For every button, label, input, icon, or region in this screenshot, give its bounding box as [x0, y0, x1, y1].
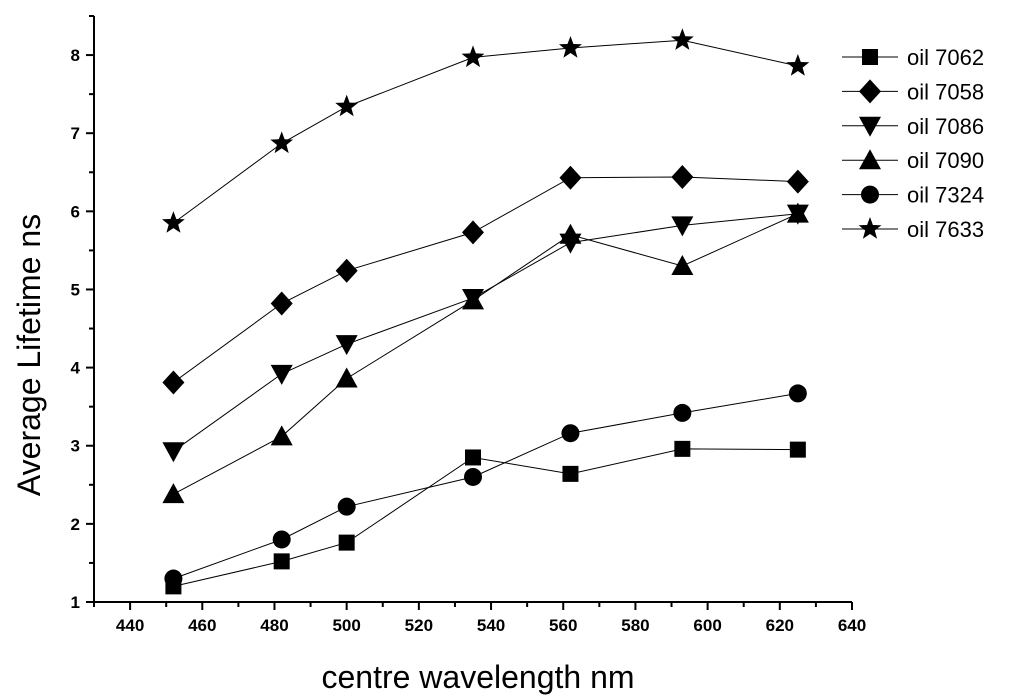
x-tick-label: 540	[477, 616, 505, 635]
y-axis-ticks: 1 2 3 4 5 6 7 8	[71, 15, 94, 612]
legend-item: oil 7633	[842, 217, 984, 242]
x-tick-label: 440	[116, 616, 144, 635]
series-oil-7090	[162, 202, 809, 504]
x-tick-label: 460	[188, 616, 216, 635]
data-point-triangle-down	[335, 335, 358, 356]
y-tick-label: 2	[71, 515, 80, 534]
legend-item: oil 7090	[842, 148, 984, 173]
data-point-circle	[272, 530, 291, 549]
data-point-circle	[337, 497, 356, 516]
series-line	[173, 213, 799, 495]
legend-label: oil 7086	[907, 114, 984, 139]
x-tick-label: 640	[838, 616, 866, 635]
data-point-triangle-up	[786, 202, 809, 223]
x-tick-label: 620	[766, 616, 794, 635]
series-oil-7062	[165, 440, 806, 595]
y-tick-label: 8	[71, 46, 80, 65]
legend-label: oil 7062	[907, 45, 984, 70]
plot-area	[162, 28, 810, 595]
x-tick-label: 500	[332, 616, 360, 635]
data-point-star	[162, 211, 185, 233]
data-point-square	[562, 465, 579, 482]
data-point-diamond	[671, 164, 694, 189]
x-axis-ticks: 440 460 480 500 520 540 560 580 600 620 640	[93, 602, 866, 635]
data-point-triangle-up	[462, 289, 484, 310]
data-point-square	[338, 534, 355, 551]
legend-item: oil 7086	[842, 114, 984, 139]
x-tick-label: 520	[405, 616, 433, 635]
y-tick-label: 6	[71, 202, 80, 221]
legend-label: oil 7058	[907, 79, 984, 104]
x-tick-label: 480	[260, 616, 288, 635]
data-point-triangle-down	[162, 442, 185, 463]
y-tick-label: 5	[71, 280, 80, 299]
series-line	[173, 39, 799, 224]
data-point-diamond	[162, 370, 185, 395]
series-line	[173, 392, 798, 580]
y-tick-label: 7	[71, 124, 80, 143]
data-point-circle	[164, 569, 183, 588]
data-point-star	[335, 94, 359, 117]
data-point-star	[786, 54, 810, 76]
legend-item: oil 7062	[842, 45, 984, 70]
data-point-triangle-up	[559, 223, 582, 244]
data-point-circle	[561, 424, 580, 443]
axes	[93, 16, 852, 603]
legend-marker-square	[862, 49, 878, 65]
data-point-star	[461, 45, 485, 68]
data-point-star	[670, 28, 694, 50]
data-point-diamond	[462, 220, 484, 245]
x-tick-label: 600	[693, 616, 721, 635]
data-point-square	[674, 440, 691, 457]
legend-label: oil 7633	[907, 217, 984, 242]
data-point-triangle-down	[270, 364, 293, 385]
y-tick-label: 3	[71, 437, 80, 456]
series-line	[173, 448, 798, 587]
data-point-square	[789, 441, 806, 458]
data-point-star	[559, 36, 582, 58]
legend-item: oil 7058	[842, 79, 984, 104]
data-point-diamond	[786, 169, 809, 194]
data-point-diamond	[335, 258, 358, 283]
legend-marker-diamond	[859, 79, 881, 104]
data-point-triangle-up	[270, 425, 293, 446]
data-point-circle	[673, 403, 692, 422]
legend: oil 7062 oil 7058 oil 7086 oil 7090 oil 7324…	[842, 45, 984, 242]
data-point-circle	[788, 384, 807, 403]
data-point-triangle-down	[671, 216, 694, 237]
x-tick-label: 580	[621, 616, 649, 635]
data-point-triangle-up	[335, 367, 358, 388]
data-point-star	[270, 131, 294, 154]
legend-marker-triangle-down	[859, 116, 881, 137]
legend-marker-circle	[861, 185, 879, 204]
series-oil-7324	[164, 384, 807, 588]
series-line	[173, 213, 798, 452]
x-tick-label: 560	[549, 616, 577, 635]
y-tick-label: 4	[71, 359, 81, 378]
legend-marker-triangle-up	[859, 149, 881, 170]
data-point-square	[273, 553, 290, 570]
series-oil-7086	[162, 204, 809, 463]
data-point-triangle-up	[671, 255, 694, 276]
y-tick-label: 1	[71, 593, 80, 612]
x-axis-title: centre wavelength nm	[321, 659, 634, 695]
legend-label: oil 7324	[907, 183, 984, 208]
y-axis-title: Average Lifetime ns	[11, 214, 47, 496]
series-oil-7058	[162, 164, 809, 395]
legend-label: oil 7090	[907, 148, 984, 173]
data-point-triangle-up	[162, 483, 185, 504]
data-point-diamond	[270, 291, 293, 316]
series-line	[173, 176, 798, 383]
legend-marker-star	[858, 217, 882, 239]
data-point-diamond	[559, 165, 582, 190]
data-point-square	[465, 449, 481, 466]
data-point-circle	[464, 467, 482, 486]
series-oil-7633	[162, 28, 810, 233]
legend-item: oil 7324	[842, 183, 984, 208]
